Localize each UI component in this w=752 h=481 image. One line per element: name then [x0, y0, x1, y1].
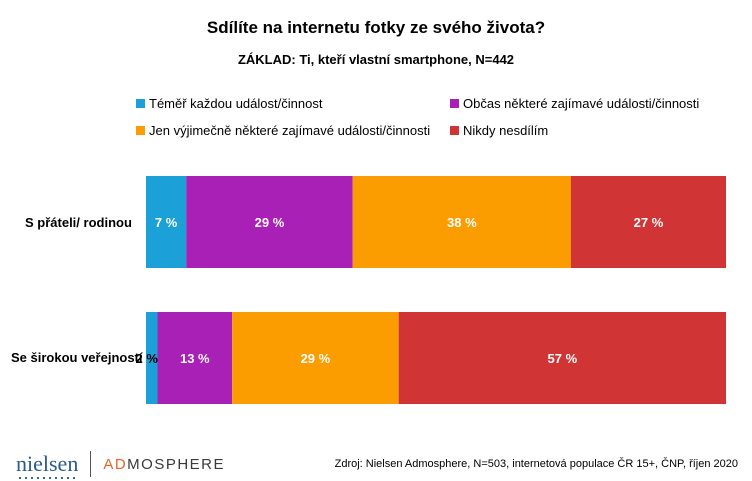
- data-label-2-4: 57 %: [548, 351, 578, 366]
- bar-segment-1-2: [186, 176, 353, 268]
- admosphere-logo-accent: AD: [103, 455, 128, 473]
- legend-swatch-3: [136, 126, 145, 135]
- nielsen-logo: nielsen: [16, 451, 79, 480]
- data-label-1-2: 29 %: [255, 215, 285, 230]
- legend-label-3: Jen výjimečně některé zajímavé události/…: [149, 123, 431, 138]
- admosphere-logo: ADMOSPHERE: [103, 456, 225, 473]
- nielsen-logo-dots: [17, 476, 77, 480]
- legend-label-4: Nikdy nesdílím: [463, 123, 549, 138]
- data-label-1-3: 38 %: [447, 215, 477, 230]
- data-label-2-3: 29 %: [301, 351, 331, 366]
- category-label-1: S přáteli/ rodinou: [25, 215, 132, 230]
- legend-item-2: Občas některé zajímavé události/činnosti: [450, 96, 699, 111]
- legend-label-2: Občas některé zajímavé události/činnosti: [463, 96, 700, 111]
- bar-segment-1-3: [352, 176, 571, 268]
- logo-divider: [90, 451, 92, 477]
- data-label-1-4: 27 %: [634, 215, 664, 230]
- bar-segment-1-1: [146, 176, 187, 268]
- logo-group: nielsen ADMOSPHERE: [16, 451, 225, 480]
- chart-subtitle: ZÁKLAD: Ti, kteří vlastní smartphone, N=…: [237, 52, 515, 67]
- data-label-1-1: 7 %: [155, 215, 178, 230]
- bar-segment-2-1: [146, 312, 158, 404]
- bar-segment-2-2: [157, 312, 233, 404]
- legend-item-1: Téměř každou událost/činnost: [136, 96, 322, 111]
- bar-segment-2-3: [232, 312, 399, 404]
- legend-swatch-4: [450, 126, 459, 135]
- legend-item-4: Nikdy nesdílím: [450, 123, 548, 138]
- legend-swatch-1: [136, 99, 145, 108]
- bar-segment-1-4: [570, 176, 726, 268]
- legend-item-3: Jen výjimečně některé zajímavé události/…: [136, 123, 430, 138]
- bar-segment-2-4: [398, 312, 726, 404]
- chart-title: Sdílíte na internetu fotky ze svého živo…: [206, 18, 546, 37]
- admosphere-logo-rest: MOSPHERE: [127, 455, 226, 473]
- legend-label-1: Téměř každou událost/činnost: [149, 96, 323, 111]
- source-note: Zdroj: Nielsen Admosphere, N=503, intern…: [334, 458, 738, 470]
- data-label-2-1: 2 %: [136, 351, 159, 366]
- category-label-2: Se širokou veřejností: [11, 350, 143, 365]
- data-label-2-2: 13 %: [180, 351, 210, 366]
- legend-swatch-2: [450, 99, 459, 108]
- nielsen-logo-text: nielsen: [16, 451, 79, 476]
